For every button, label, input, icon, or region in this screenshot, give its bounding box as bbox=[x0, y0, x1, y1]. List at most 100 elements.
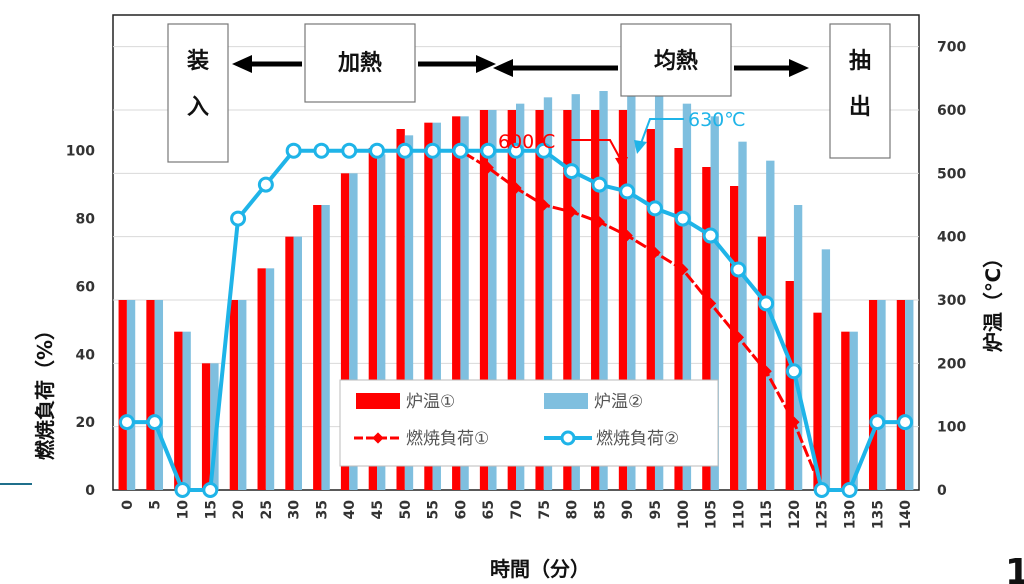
legend-label-load2: 燃焼負荷② bbox=[596, 429, 679, 449]
bar-temp1 bbox=[479, 110, 489, 490]
page-number: 1 bbox=[1005, 552, 1024, 584]
x-tick: 130 bbox=[843, 500, 859, 529]
x-tick: 35 bbox=[314, 500, 330, 519]
point-load2 bbox=[535, 142, 552, 159]
bar-temp1 bbox=[340, 173, 350, 491]
x-tick: 10 bbox=[175, 500, 191, 520]
bar-temp2 bbox=[599, 91, 608, 490]
bar-temp2 bbox=[654, 91, 664, 490]
point-load2 bbox=[646, 200, 663, 217]
x-tick: 60 bbox=[453, 500, 469, 520]
bar-temp2 bbox=[293, 236, 302, 490]
x-tick: 75 bbox=[537, 500, 553, 519]
x-tick: 20 bbox=[231, 500, 247, 520]
annotation-630: 630℃ bbox=[688, 109, 746, 131]
x-tick: 25 bbox=[259, 500, 275, 519]
bar-temp2 bbox=[404, 135, 414, 491]
bar-temp2 bbox=[377, 154, 386, 491]
y-axis-title-right: 炉温（℃） bbox=[981, 248, 1005, 352]
y-tick-right: 200 bbox=[937, 356, 966, 372]
bar-temp1 bbox=[118, 300, 127, 490]
y-tick-left: 100 bbox=[66, 144, 95, 160]
point-load2 bbox=[591, 176, 608, 193]
point-load2 bbox=[785, 363, 802, 380]
y-tick-left: 20 bbox=[76, 415, 96, 431]
x-tick: 80 bbox=[565, 500, 581, 520]
x-tick: 40 bbox=[342, 500, 358, 520]
phase-label-soak: 均熱 bbox=[654, 48, 698, 74]
bar-temp1 bbox=[229, 300, 239, 490]
bar-temp1 bbox=[618, 110, 628, 490]
bar-temp1 bbox=[201, 363, 211, 490]
y-tick-left: 40 bbox=[76, 347, 96, 363]
legend: 炉温① 炉温② 燃焼負荷① 燃焼負荷② bbox=[339, 379, 719, 467]
legend-marker-load1 bbox=[372, 432, 384, 444]
bar-temp2 bbox=[460, 116, 469, 490]
point-load1 bbox=[788, 416, 800, 428]
point-load2 bbox=[508, 142, 524, 159]
point-load2 bbox=[563, 163, 580, 180]
bar-temp2 bbox=[488, 110, 497, 490]
bar-temp2 bbox=[738, 141, 747, 490]
bar-temp1 bbox=[313, 205, 322, 490]
y-tick-left: 0 bbox=[85, 483, 95, 499]
point-load1 bbox=[510, 182, 522, 194]
bar-temp1 bbox=[896, 300, 906, 490]
bar-temp1 bbox=[757, 236, 767, 490]
phase-label-heat: 加熱 bbox=[337, 50, 382, 76]
x-axis-title: 時間（分） bbox=[490, 557, 590, 581]
bar-temp1 bbox=[174, 331, 183, 490]
bars bbox=[118, 91, 914, 491]
point-load1 bbox=[482, 162, 494, 174]
bar-temp1 bbox=[591, 110, 600, 490]
bar-temp1 bbox=[535, 110, 544, 490]
bar-temp2 bbox=[682, 103, 692, 491]
bar-temp2 bbox=[543, 97, 553, 490]
y-tick-left: 60 bbox=[76, 279, 96, 295]
x-tick: 95 bbox=[648, 500, 664, 519]
point-load2 bbox=[257, 176, 274, 193]
y-tick-right: 0 bbox=[937, 483, 947, 499]
x-tick: 30 bbox=[287, 500, 303, 520]
y-tick-right: 100 bbox=[937, 420, 966, 436]
x-tick: 115 bbox=[759, 500, 775, 529]
y-tick-right: 700 bbox=[937, 40, 966, 56]
point-load2 bbox=[758, 295, 775, 312]
legend-box bbox=[339, 379, 719, 467]
phase-box-heat bbox=[304, 23, 416, 103]
point-load1 bbox=[565, 206, 578, 218]
bar-temp2 bbox=[516, 103, 525, 491]
bar-temp1 bbox=[368, 148, 378, 490]
point-load1 bbox=[704, 297, 717, 310]
legend-marker-load2 bbox=[560, 430, 576, 446]
bar-temp1 bbox=[452, 116, 461, 490]
point-load2 bbox=[619, 183, 636, 200]
point-load2 bbox=[480, 142, 497, 159]
legend-label-temp2: 炉温② bbox=[594, 392, 643, 412]
lines bbox=[118, 142, 914, 498]
point-load1 bbox=[677, 263, 689, 276]
point-load2 bbox=[313, 142, 330, 159]
y-tick-right: 400 bbox=[937, 230, 966, 246]
x-tick: 105 bbox=[704, 500, 720, 529]
x-tick: 65 bbox=[481, 500, 497, 519]
x-tick: 15 bbox=[203, 500, 219, 519]
bar-temp1 bbox=[674, 148, 683, 490]
phase-arrows bbox=[232, 55, 809, 77]
bar-temp1 bbox=[146, 300, 155, 490]
point-load2 bbox=[202, 482, 219, 498]
x-tick: 120 bbox=[787, 500, 803, 529]
point-load2 bbox=[730, 261, 747, 278]
legend-label-temp1: 炉温① bbox=[406, 392, 455, 412]
y-axis-title-left: 燃焼負荷（%） bbox=[33, 320, 57, 460]
bar-temp2 bbox=[766, 160, 775, 490]
point-load2 bbox=[897, 414, 914, 431]
annotation-600: 600℃ bbox=[498, 131, 556, 153]
phase-box-soak bbox=[620, 23, 732, 97]
bar-temp1 bbox=[785, 281, 794, 490]
bar-temp2 bbox=[182, 331, 191, 490]
bar-temp2 bbox=[905, 300, 914, 490]
bar-temp1 bbox=[507, 110, 516, 490]
bar-temp2 bbox=[238, 300, 247, 490]
